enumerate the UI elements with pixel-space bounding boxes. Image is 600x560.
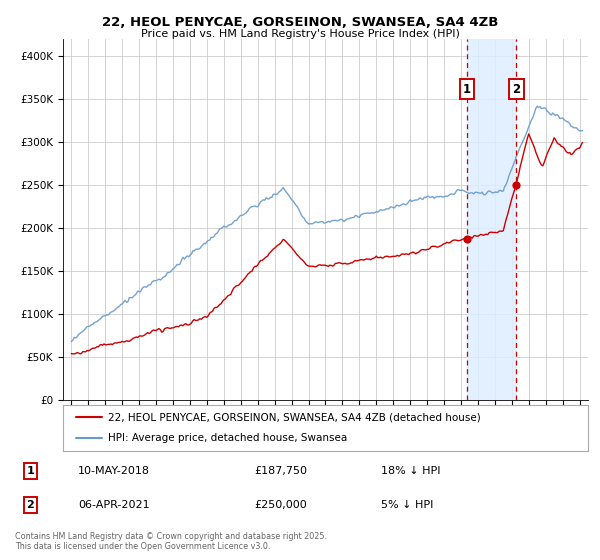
Text: Contains HM Land Registry data © Crown copyright and database right 2025.
This d: Contains HM Land Registry data © Crown c… bbox=[15, 532, 327, 552]
Text: 06-APR-2021: 06-APR-2021 bbox=[78, 500, 150, 510]
Text: 1: 1 bbox=[26, 466, 34, 476]
Text: £187,750: £187,750 bbox=[254, 466, 307, 476]
Text: £250,000: £250,000 bbox=[254, 500, 307, 510]
Text: 10-MAY-2018: 10-MAY-2018 bbox=[78, 466, 150, 476]
Text: 18% ↓ HPI: 18% ↓ HPI bbox=[380, 466, 440, 476]
Text: 5% ↓ HPI: 5% ↓ HPI bbox=[380, 500, 433, 510]
Text: 22, HEOL PENYCAE, GORSEINON, SWANSEA, SA4 4ZB (detached house): 22, HEOL PENYCAE, GORSEINON, SWANSEA, SA… bbox=[107, 412, 481, 422]
Text: 22, HEOL PENYCAE, GORSEINON, SWANSEA, SA4 4ZB: 22, HEOL PENYCAE, GORSEINON, SWANSEA, SA… bbox=[102, 16, 498, 29]
Text: 1: 1 bbox=[463, 82, 471, 96]
Bar bbox=[467, 39, 516, 400]
Point bbox=[511, 181, 521, 190]
Text: 2: 2 bbox=[26, 500, 34, 510]
Text: HPI: Average price, detached house, Swansea: HPI: Average price, detached house, Swan… bbox=[107, 433, 347, 444]
Text: 2: 2 bbox=[512, 82, 520, 96]
Text: Price paid vs. HM Land Registry's House Price Index (HPI): Price paid vs. HM Land Registry's House … bbox=[140, 29, 460, 39]
Point bbox=[462, 235, 472, 244]
